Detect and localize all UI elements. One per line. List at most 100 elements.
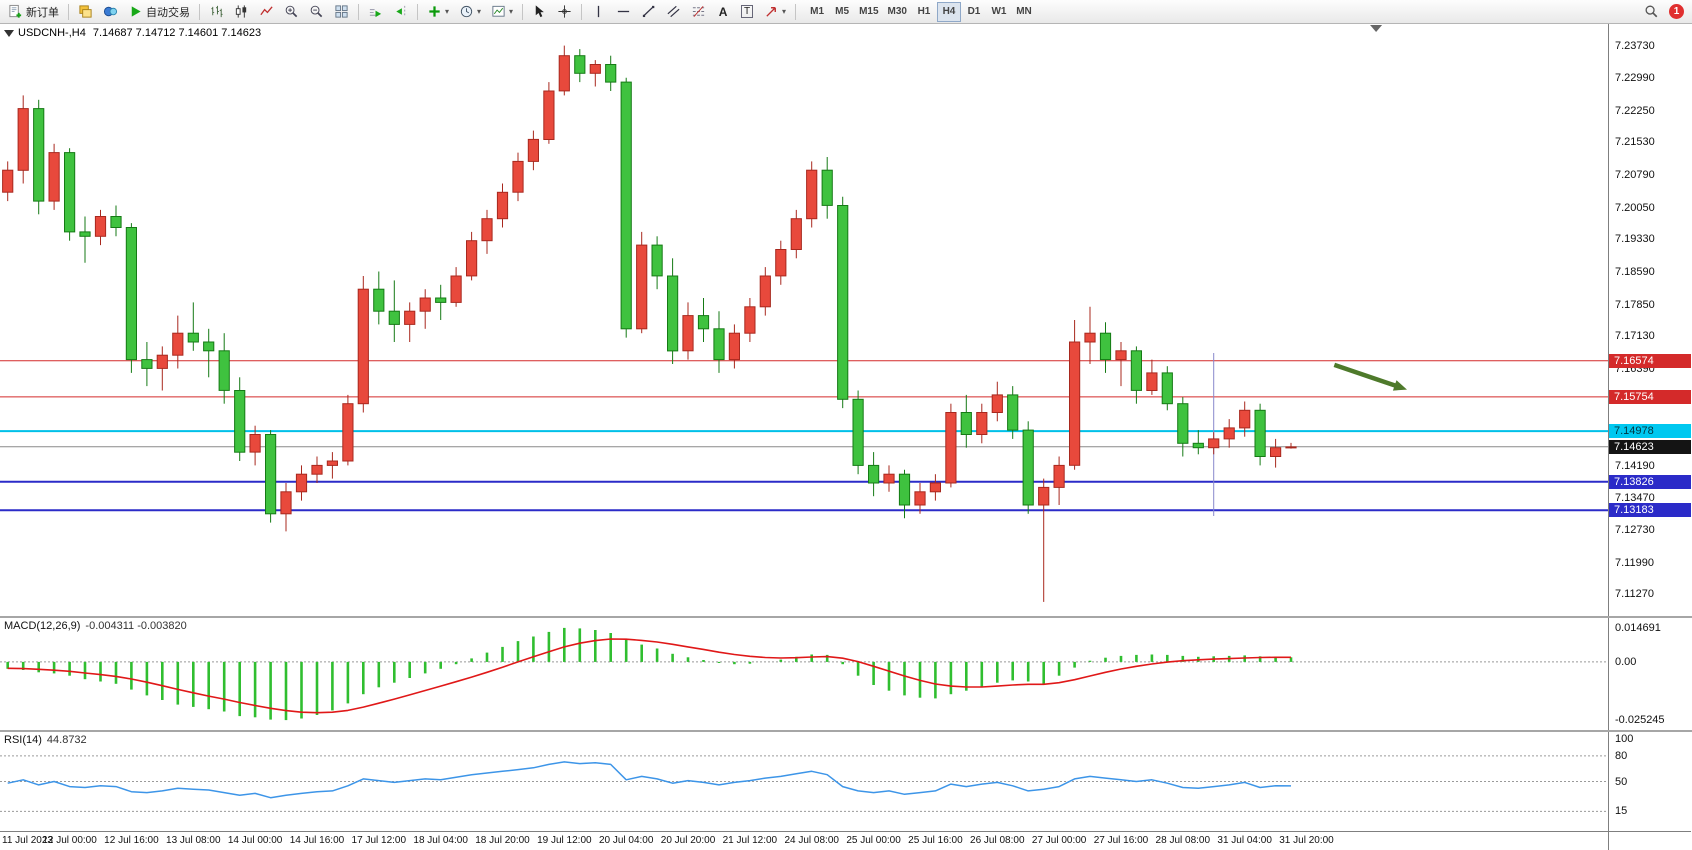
candle-body xyxy=(1099,332,1112,361)
price-scale-label: 7.21530 xyxy=(1615,136,1655,149)
macd-panel[interactable]: MACD(12,26,9) -0.004311 -0.003820 xyxy=(0,618,1608,730)
trendline-button[interactable] xyxy=(637,2,660,22)
toolbar-separator xyxy=(581,3,583,20)
time-axis-label: 27 Jul 16:00 xyxy=(1093,835,1149,846)
candle-body xyxy=(172,332,184,356)
panel-splitter[interactable] xyxy=(0,730,1692,732)
notification-badge[interactable]: 1 xyxy=(1669,4,1684,19)
auto-scroll-button[interactable] xyxy=(364,2,387,22)
price-scale-label: 7.23730 xyxy=(1615,39,1655,52)
timeframe-button-mn[interactable]: MN xyxy=(1012,2,1036,22)
timeframe-button-h4[interactable]: H4 xyxy=(936,1,961,22)
dropdown-caret-icon: ▾ xyxy=(445,6,450,16)
candle-body xyxy=(404,310,416,325)
search-button[interactable] xyxy=(1640,2,1663,22)
rsi-scale-label: 15 xyxy=(1615,805,1628,818)
indicators-button[interactable]: ▾ xyxy=(423,2,453,22)
candle-body xyxy=(249,434,261,453)
cursor-button[interactable] xyxy=(528,2,551,22)
crosshair-button[interactable] xyxy=(553,2,576,22)
rsi-name: RSI(14) xyxy=(4,734,42,746)
timeframe-button-m5[interactable]: M5 xyxy=(830,2,854,22)
horizontal-line-button[interactable] xyxy=(612,2,635,22)
timeframe-button-m1[interactable]: M1 xyxy=(805,2,829,22)
indicators-plus-icon xyxy=(429,6,440,17)
timeframe-button-m30[interactable]: M30 xyxy=(884,2,911,22)
candle-body xyxy=(775,249,787,277)
timeframe-button-m15[interactable]: M15 xyxy=(855,2,882,22)
candle-body xyxy=(496,191,509,220)
price-scale-label: 7.20790 xyxy=(1615,169,1655,182)
new-order-button[interactable]: 新订单 xyxy=(4,2,63,22)
candle-body xyxy=(94,216,107,237)
zoom-in-button[interactable] xyxy=(280,2,303,22)
candle-body xyxy=(234,390,246,453)
rsi-scale-label: 100 xyxy=(1615,732,1634,745)
price-scale-label: 7.13470 xyxy=(1615,491,1655,504)
macd-canvas[interactable] xyxy=(0,618,1608,730)
autotrading-button[interactable]: 自动交易 xyxy=(124,2,194,22)
panel-splitter[interactable] xyxy=(0,616,1692,618)
candle-body xyxy=(991,394,1003,413)
price-chart[interactable]: USDCNH-,H4 7.14687 7.14712 7.14601 7.1462… xyxy=(0,24,1608,616)
fibonacci-icon xyxy=(692,6,705,17)
price-scale[interactable]: 7.23730 7.22990 7.22250 7.21530 7.20790 7.200… xyxy=(1608,24,1691,616)
one-click-trading-toggle[interactable] xyxy=(4,30,14,37)
rsi-canvas[interactable] xyxy=(0,732,1608,831)
candle-body xyxy=(512,160,524,193)
time-axis-label: 18 Jul 20:00 xyxy=(475,835,530,846)
support-line-upper-tag: 7.13826 xyxy=(1609,474,1691,489)
candle-body xyxy=(187,332,199,343)
candlestick-canvas[interactable] xyxy=(0,24,1608,616)
price-scale-label: 7.11990 xyxy=(1615,556,1654,569)
candle-body xyxy=(203,341,215,352)
rsi-scale[interactable]: 100 80 50 15 xyxy=(1608,732,1691,831)
zoom-out-button[interactable] xyxy=(305,2,328,22)
templates-button[interactable]: ▾ xyxy=(487,2,517,22)
candle-body xyxy=(713,328,725,361)
time-axis-label: 21 Jul 12:00 xyxy=(722,835,778,846)
bar-chart-button[interactable] xyxy=(205,2,228,22)
time-axis-label: 20 Jul 20:00 xyxy=(660,835,716,846)
channel-button[interactable] xyxy=(662,2,685,22)
candle-body xyxy=(435,297,447,303)
arrow-object-head[interactable] xyxy=(1392,380,1407,391)
candle-body xyxy=(543,90,555,140)
timeframe-group: M1 M5 M15 M30 H1 H4 D1 W1 MN xyxy=(805,1,1036,22)
candlestick-chart-button[interactable] xyxy=(230,2,253,22)
main-toolbar: 新订单 自动交易 ▾ ▾ ▾ xyxy=(0,0,1692,24)
time-axis-label: 12 Jul 00:00 xyxy=(42,835,97,846)
tile-windows-button[interactable] xyxy=(330,2,353,22)
line-chart-button[interactable] xyxy=(255,2,278,22)
dropdown-caret-icon: ▾ xyxy=(509,6,514,16)
periods-button[interactable]: ▾ xyxy=(455,2,485,22)
candle-body xyxy=(1053,464,1065,488)
fibonacci-button[interactable] xyxy=(687,2,710,22)
data-window-button[interactable] xyxy=(99,2,122,22)
timeframe-button-h1[interactable]: H1 xyxy=(912,2,936,22)
macd-scale[interactable]: 0.014691 0.00 -0.025245 xyxy=(1608,618,1691,730)
candle-body xyxy=(156,354,168,369)
arrows-button[interactable]: ▾ xyxy=(760,2,790,22)
chart-windows-button[interactable] xyxy=(74,2,97,22)
candle-body xyxy=(1038,486,1050,506)
text-label-button[interactable]: T xyxy=(736,2,758,22)
timeframe-button-w1[interactable]: W1 xyxy=(987,2,1011,22)
vertical-line-button[interactable] xyxy=(587,2,610,22)
horizontal-line-icon xyxy=(617,10,630,13)
current-price-line-tag: 7.14623 xyxy=(1609,439,1691,454)
time-axis[interactable]: 11 Jul 2023 12 Jul 00:00 12 Jul 16:00 13 Ju… xyxy=(0,831,1608,850)
candle-body xyxy=(110,216,122,228)
rsi-panel[interactable]: RSI(14) 44.8732 xyxy=(0,732,1608,831)
chart-shift-button[interactable] xyxy=(389,2,412,22)
candle-body xyxy=(976,412,988,435)
candle-body xyxy=(17,108,29,171)
candle-body xyxy=(945,412,957,484)
chart-shift-icon xyxy=(396,5,406,18)
trendline-icon xyxy=(642,5,655,18)
arrow-object[interactable] xyxy=(1333,362,1401,390)
timeframe-button-d1[interactable]: D1 xyxy=(962,2,986,22)
time-axis-label: 31 Jul 04:00 xyxy=(1217,835,1272,846)
candles-layer xyxy=(2,45,1297,602)
text-button[interactable]: A xyxy=(712,2,734,22)
